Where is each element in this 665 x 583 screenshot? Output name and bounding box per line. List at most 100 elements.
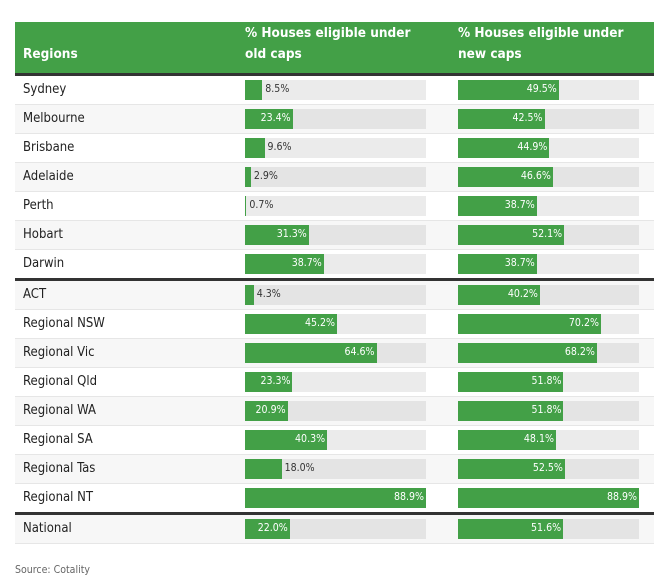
value-label-new: 51.8% [531, 375, 562, 387]
region-label: Adelaide [23, 169, 74, 184]
bar-track-old: 8.5% [245, 80, 426, 100]
bar-new [458, 519, 564, 539]
table-row: Regional WA 20.9% 51.8% [15, 397, 654, 426]
region-label: Regional Tas [23, 461, 96, 476]
bar-track-new: 68.2% [458, 343, 639, 363]
source-note: Source: Cotality [15, 564, 91, 576]
bar-old [245, 109, 293, 129]
bar-old [245, 343, 377, 363]
region-label: Regional SA [23, 432, 93, 447]
bar-track-old: 18.0% [245, 459, 426, 479]
table-row: Regional NT 88.9% 88.9% [15, 484, 654, 515]
region-label: Darwin [23, 256, 65, 271]
value-label-old: 8.5% [265, 83, 290, 95]
bar-old [245, 167, 251, 187]
bar-track-old: 4.3% [245, 285, 426, 305]
bar-new [458, 343, 597, 363]
value-label-old: 64.6% [344, 346, 375, 358]
bar-track-old: 31.3% [245, 225, 426, 245]
bar-track-old: 88.9% [245, 488, 426, 508]
bar-new [458, 138, 550, 158]
bar-track-new: 48.1% [458, 430, 639, 450]
bar-new [458, 430, 556, 450]
value-label-new: 46.6% [520, 170, 551, 182]
bar-new [458, 401, 564, 421]
eligibility-table: Regions % Houses eligible under old caps… [15, 22, 654, 544]
value-label-new: 51.6% [531, 522, 562, 534]
region-label: Brisbane [23, 140, 75, 155]
bar-old [245, 80, 263, 100]
bar-track-new: 51.6% [458, 519, 639, 539]
table-row: ACT 4.3% 40.2% [15, 281, 654, 310]
bar-old [245, 459, 282, 479]
region-label: Melbourne [23, 111, 85, 126]
bar-track-old: 2.9% [245, 167, 426, 187]
bar-track-new: 49.5% [458, 80, 639, 100]
bar-old [245, 401, 288, 421]
bar-old [245, 254, 324, 274]
table-row: Regional Qld 23.3% 51.8% [15, 368, 654, 397]
bar-old [245, 285, 254, 305]
value-label-old: 22.0% [257, 522, 288, 534]
value-label-new: 68.2% [564, 346, 595, 358]
bar-track-new: 70.2% [458, 314, 639, 334]
value-label-new: 38.7% [504, 199, 535, 211]
bar-new [458, 80, 559, 100]
bar-old [245, 138, 265, 158]
header-new-caps: % Houses eligible under new caps [458, 25, 624, 62]
value-label-old: 23.4% [260, 112, 291, 124]
bar-track-old: 38.7% [245, 254, 426, 274]
value-label-new: 44.9% [517, 141, 548, 153]
region-label: Perth [23, 198, 54, 213]
region-label: Regional Vic [23, 345, 95, 360]
bar-old [245, 314, 338, 334]
bar-new [458, 254, 537, 274]
value-label-new: 52.1% [532, 228, 563, 240]
table-row: Hobart 31.3% 52.1% [15, 221, 654, 250]
region-label: National [23, 521, 72, 536]
bar-track-old: 40.3% [245, 430, 426, 450]
region-label: Regional NSW [23, 316, 105, 331]
table-header: Regions % Houses eligible under old caps… [15, 22, 654, 76]
region-label: ACT [23, 287, 47, 302]
value-label-old: 2.9% [253, 170, 278, 182]
value-label-new: 38.7% [504, 257, 535, 269]
value-label-new: 42.5% [512, 112, 543, 124]
value-label-old: 40.3% [295, 433, 326, 445]
value-label-old: 38.7% [291, 257, 322, 269]
bar-track-old: 45.2% [245, 314, 426, 334]
value-label-new: 40.2% [507, 288, 538, 300]
bar-old [245, 430, 328, 450]
bar-track-new: 88.9% [458, 488, 639, 508]
bar-old [245, 196, 247, 216]
value-label-old: 9.6% [267, 141, 292, 153]
bar-track-new: 51.8% [458, 372, 639, 392]
value-label-old: 18.0% [284, 462, 315, 474]
bar-track-old: 20.9% [245, 401, 426, 421]
value-label-old: 23.3% [260, 375, 291, 387]
bar-track-old: 0.7% [245, 196, 426, 216]
table-row: Sydney 8.5% 49.5% [15, 76, 654, 105]
bar-track-new: 38.7% [458, 254, 639, 274]
bar-track-new: 44.9% [458, 138, 639, 158]
header-old-caps: % Houses eligible under old caps [245, 25, 411, 62]
bar-new [458, 225, 565, 245]
region-label: Sydney [23, 82, 67, 97]
value-label-new: 52.5% [532, 462, 563, 474]
table-row: National 22.0% 51.6% [15, 515, 654, 544]
bar-new [458, 488, 639, 508]
table-row: Regional Tas 18.0% 52.5% [15, 455, 654, 484]
bar-new [458, 459, 565, 479]
value-label-new: 48.1% [523, 433, 554, 445]
bar-track-old: 64.6% [245, 343, 426, 363]
bar-new [458, 196, 537, 216]
table-row: Melbourne 23.4% 42.5% [15, 105, 654, 134]
bar-old [245, 225, 309, 245]
bar-track-new: 40.2% [458, 285, 639, 305]
table-row: Brisbane 9.6% 44.9% [15, 134, 654, 163]
value-label-old: 4.3% [256, 288, 281, 300]
bar-new [458, 109, 545, 129]
value-label-old: 20.9% [255, 404, 286, 416]
bar-track-new: 46.6% [458, 167, 639, 187]
bar-track-old: 23.4% [245, 109, 426, 129]
